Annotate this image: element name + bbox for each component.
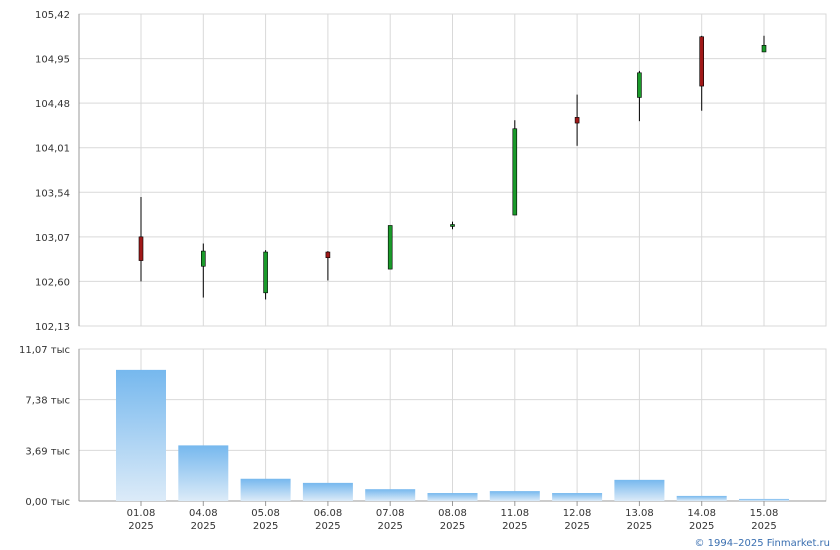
- date-tick-day: 15.08: [750, 508, 779, 519]
- date-tick-day: 14.08: [687, 508, 716, 519]
- date-tick-day: 04.08: [189, 508, 218, 519]
- date-tick-year: 2025: [377, 521, 402, 532]
- volume-bar-11.08: [489, 491, 540, 501]
- candle-body: [761, 44, 767, 53]
- volume-bar-04.08: [178, 445, 229, 501]
- candle-body: [387, 225, 393, 270]
- date-tick-day: 11.08: [500, 508, 529, 519]
- volume-bar-07.08: [365, 489, 416, 501]
- candle-body: [450, 224, 455, 227]
- date-tick-day: 07.08: [376, 508, 405, 519]
- volume-bar-15.08: [739, 498, 789, 501]
- candle-12.08: [574, 94, 580, 146]
- price-tick-label: 104,01: [35, 144, 70, 155]
- volume-bars: [116, 369, 789, 501]
- candle-15.08: [761, 35, 767, 53]
- date-tick-day: 08.08: [438, 508, 467, 519]
- candle-body: [574, 117, 580, 124]
- volume-tick-label: 7,38 тыс: [25, 396, 70, 407]
- date-axis-tick-labels: 01.08 2025 04.08 2025 05.08 2025 06.08 2025 07.0…: [127, 501, 779, 532]
- date-tick-day: 06.08: [314, 508, 343, 519]
- candle-04.08: [201, 243, 206, 298]
- date-tick-year: 2025: [627, 521, 652, 532]
- candle-body: [512, 128, 518, 216]
- date-tick-year: 2025: [564, 521, 589, 532]
- date-tick-year: 2025: [315, 521, 340, 532]
- candle-13.08: [637, 70, 642, 122]
- candle-body: [263, 251, 268, 294]
- date-tick-year: 2025: [689, 521, 714, 532]
- date-tick-day: 13.08: [625, 508, 654, 519]
- volume-bar-14.08: [676, 495, 727, 501]
- volume-tick-label: 11,07 тыс: [19, 345, 70, 356]
- candle-08.08: [450, 221, 455, 230]
- price-tick-label: 104,95: [35, 55, 70, 66]
- price-candles: [138, 35, 767, 300]
- copyright-credit: © 1994–2025 Finmarket.ru: [694, 538, 830, 549]
- volume-bar-06.08: [302, 482, 353, 501]
- price-tick-label: 103,07: [35, 233, 70, 244]
- date-tick-year: 2025: [751, 521, 776, 532]
- volume-tick-label: 0,00 тыс: [25, 497, 70, 508]
- candle-body: [201, 250, 206, 267]
- volume-bar-13.08: [614, 479, 665, 501]
- volume-bar-08.08: [427, 493, 478, 501]
- date-tick-year: 2025: [502, 521, 527, 532]
- date-tick-year: 2025: [191, 521, 216, 532]
- date-tick-year: 2025: [440, 521, 465, 532]
- price-tick-label: 102,60: [35, 277, 70, 288]
- volume-axis-tick-labels: 11,07 тыс 7,38 тыс 3,69 тыс 0,00 тыс: [19, 345, 70, 508]
- candle-05.08: [263, 250, 268, 300]
- price-axis-tick-labels: 105,42 104,95 104,48 104,01 103,54 103,07 102,…: [35, 10, 70, 333]
- candle-body: [138, 236, 144, 261]
- volume-bar-12.08: [552, 493, 603, 501]
- date-tick-year: 2025: [253, 521, 278, 532]
- price-tick-label: 102,13: [35, 322, 70, 333]
- candle-14.08: [699, 35, 705, 111]
- candle-body: [325, 251, 331, 259]
- date-tick-day: 12.08: [563, 508, 592, 519]
- candle-body: [637, 72, 642, 98]
- price-tick-label: 104,48: [35, 99, 70, 110]
- date-tick-year: 2025: [128, 521, 153, 532]
- volume-bar-05.08: [240, 478, 291, 501]
- volume-tick-label: 3,69 тыс: [25, 446, 70, 457]
- candle-01.08: [138, 197, 144, 282]
- price-panel-gridlines: [78, 13, 827, 327]
- candle-07.08: [387, 225, 393, 270]
- candle-body: [699, 36, 705, 87]
- candle-06.08: [325, 251, 331, 281]
- price-tick-label: 105,42: [35, 10, 70, 21]
- price-tick-label: 103,54: [35, 188, 70, 199]
- date-tick-day: 05.08: [251, 508, 280, 519]
- volume-bar-01.08: [116, 369, 166, 501]
- candle-11.08: [512, 120, 518, 216]
- date-tick-day: 01.08: [127, 508, 156, 519]
